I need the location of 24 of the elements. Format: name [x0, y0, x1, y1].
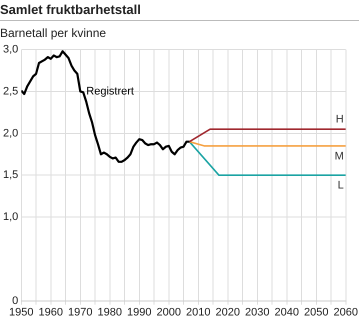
y-tick-label: 0 — [12, 294, 18, 307]
x-tick-label: 2040 — [274, 306, 300, 318]
x-tick-label: 2020 — [216, 306, 240, 318]
y-tick-label: 2,0 — [2, 127, 18, 140]
y-tick-label: 2,5 — [2, 86, 18, 98]
y-tick-label: 1,0 — [2, 211, 18, 224]
x-tick-label: 2060 — [334, 306, 358, 318]
x-tick-label: 1990 — [127, 306, 152, 318]
series-label: L — [338, 180, 344, 192]
x-tick-label: 2050 — [304, 306, 329, 318]
x-tick-label: 2030 — [245, 306, 270, 318]
series-label: Registrert — [86, 86, 134, 98]
x-tick-label: 1980 — [98, 306, 122, 318]
y-tick-label: 1,5 — [2, 169, 18, 182]
series-label: H — [336, 114, 344, 126]
y-tick-label: 3,0 — [2, 44, 18, 56]
x-tick-label: 1970 — [68, 306, 93, 318]
x-tick-label: 2000 — [156, 306, 182, 318]
x-tick-label: 1950 — [9, 306, 34, 318]
x-tick-label: 1960 — [38, 306, 64, 318]
chart-title: Samlet fruktbarhetstall — [0, 0, 359, 21]
series-label: M — [334, 150, 344, 162]
y-axis-title: Barnetall per kvinne — [0, 25, 108, 40]
x-tick-label: 2010 — [186, 306, 211, 318]
